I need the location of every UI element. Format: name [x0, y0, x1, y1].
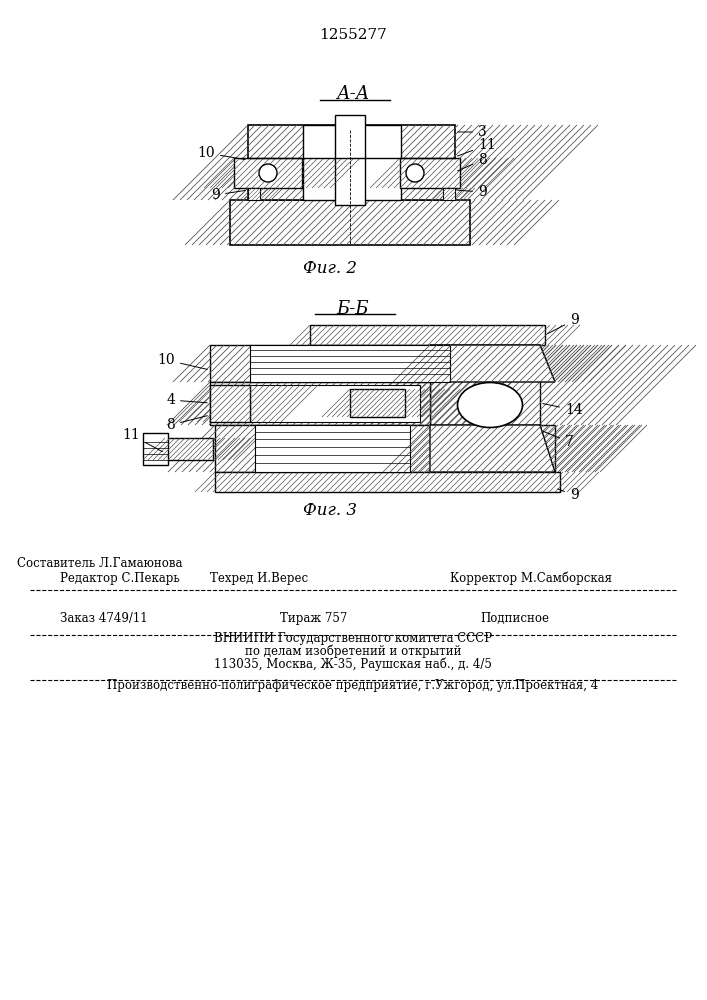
Bar	[165, 438, 213, 460]
Ellipse shape	[457, 382, 522, 428]
Bar	[215, 472, 560, 492]
Polygon shape	[430, 425, 555, 472]
Bar	[443, 188, 455, 200]
Text: 9: 9	[211, 188, 245, 202]
Text: по делам изобретений и открытий: по делам изобретений и открытий	[245, 645, 461, 658]
Text: 10: 10	[158, 353, 207, 369]
Text: 3: 3	[457, 125, 486, 139]
Text: 8: 8	[166, 416, 207, 432]
Bar	[430, 425, 555, 472]
Text: Корректор М.Самборская: Корректор М.Самборская	[450, 572, 612, 585]
Text: Фиг. 2: Фиг. 2	[303, 260, 357, 277]
Text: 9: 9	[558, 488, 579, 502]
Bar	[210, 382, 430, 425]
Bar	[165, 438, 213, 460]
Bar	[210, 385, 250, 422]
Text: 11: 11	[122, 428, 163, 452]
Bar	[234, 158, 302, 188]
Text: 1255277: 1255277	[319, 28, 387, 42]
Text: 9: 9	[547, 313, 579, 334]
Bar	[210, 382, 430, 425]
Circle shape	[406, 164, 424, 182]
Bar	[215, 472, 560, 492]
Polygon shape	[430, 345, 555, 382]
Text: 14: 14	[543, 403, 583, 417]
Text: 4: 4	[166, 393, 207, 407]
Text: Тираж 757: Тираж 757	[280, 612, 347, 625]
Bar	[350, 389, 405, 417]
Text: Подписное: Подписное	[480, 612, 549, 625]
Bar	[310, 325, 545, 345]
Text: 7: 7	[542, 431, 574, 449]
Bar	[230, 200, 470, 245]
Bar	[250, 345, 450, 382]
Bar	[430, 345, 540, 425]
Bar	[255, 425, 410, 472]
Text: Б-Б: Б-Б	[337, 300, 369, 318]
Text: А-А: А-А	[337, 85, 370, 103]
Bar	[210, 385, 250, 422]
Bar	[248, 125, 455, 200]
Bar	[400, 158, 460, 188]
Bar	[234, 158, 302, 188]
Bar	[250, 385, 420, 422]
Bar	[350, 389, 405, 417]
Bar	[430, 345, 540, 425]
Bar	[310, 325, 545, 345]
Text: Техред И.Верес: Техред И.Верес	[210, 572, 308, 585]
Text: 113035, Москва, Ж-35, Раушская наб., д. 4/5: 113035, Москва, Ж-35, Раушская наб., д. …	[214, 658, 492, 671]
Bar	[335, 115, 365, 205]
Text: 8: 8	[457, 153, 486, 171]
Bar	[215, 425, 555, 472]
Bar	[443, 188, 455, 200]
Bar	[248, 188, 260, 200]
Text: Фиг. 3: Фиг. 3	[303, 502, 357, 519]
Text: Составитель Л.Гамаюнова: Составитель Л.Гамаюнова	[17, 557, 182, 570]
Bar	[248, 188, 260, 200]
Text: Производственно-полиграфическое предприятие, г.Ужгород, ул.Проектная, 4: Производственно-полиграфическое предприя…	[107, 679, 599, 692]
Bar	[210, 345, 540, 382]
Text: 10: 10	[197, 146, 245, 160]
Text: Редактор С.Пекарь: Редактор С.Пекарь	[60, 572, 180, 585]
Bar	[143, 433, 168, 465]
Bar	[230, 200, 470, 245]
Bar	[400, 158, 460, 188]
Text: ВНИИПИ Государственного комитета СССР: ВНИИПИ Государственного комитета СССР	[214, 632, 492, 645]
Text: 11: 11	[457, 138, 496, 156]
Bar	[215, 425, 555, 472]
Bar	[248, 125, 455, 200]
Circle shape	[259, 164, 277, 182]
Bar	[430, 345, 555, 382]
Bar	[210, 345, 540, 382]
Bar	[303, 125, 401, 200]
Text: Заказ 4749/11: Заказ 4749/11	[60, 612, 148, 625]
Text: 9: 9	[457, 185, 486, 199]
